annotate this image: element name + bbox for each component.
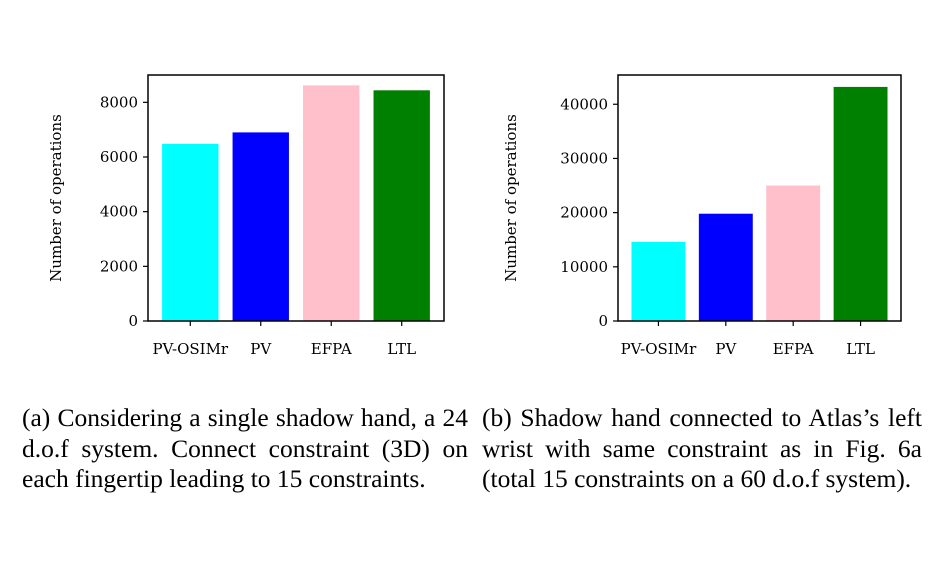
x-tick-label: LTL — [387, 340, 416, 358]
x-tick-label: PV-OSIMr — [621, 340, 697, 358]
bar-ltl — [833, 86, 888, 321]
bar-efpa — [766, 185, 821, 321]
bar-chart-a: PV-OSIMr PV EFPA LTL 0 2000 4000 6000 8000 Number… — [47, 74, 445, 358]
bar-efpa — [303, 85, 360, 322]
bar-pv — [698, 213, 753, 321]
bar-ltl — [373, 90, 430, 321]
x-tick-label: PV — [715, 340, 737, 358]
y-tick-label: 0 — [598, 312, 608, 330]
y-tick-label: 8000 — [100, 93, 138, 111]
plot-frame — [147, 74, 445, 322]
x-tick-label: EFPA — [773, 340, 814, 358]
y-tick-label: 4000 — [100, 203, 138, 221]
y-tick-label: 2000 — [100, 257, 138, 275]
bar-pv — [232, 132, 289, 321]
y-tick-label: 0 — [128, 312, 138, 330]
y-tick-label: 20000 — [560, 204, 608, 222]
x-tick-label: LTL — [846, 340, 875, 358]
y-tick-label: 10000 — [560, 258, 608, 276]
y-axis-label: Number of operations — [47, 114, 65, 282]
y-tick-label: 40000 — [560, 95, 608, 113]
x-tick-label: PV — [250, 340, 272, 358]
y-axis-label: Number of operations — [502, 114, 520, 282]
caption-a: (a) Considering a single shadow hand, a … — [22, 403, 468, 493]
bar-pv-osimr — [162, 143, 219, 321]
plot-frame — [617, 74, 902, 322]
x-tick-label: EFPA — [311, 340, 352, 358]
x-tick-label: PV-OSIMr — [152, 340, 228, 358]
y-tick-label: 6000 — [100, 148, 138, 166]
caption-b: (b) Shadow hand connected to Atlas’s lef… — [482, 403, 922, 493]
bar-chart-b: PV-OSIMr PV EFPA LTL 0 10000 20000 30000 40000 Nu… — [502, 74, 902, 358]
y-tick-label: 30000 — [560, 149, 608, 167]
bar-pv-osimr — [631, 241, 686, 321]
